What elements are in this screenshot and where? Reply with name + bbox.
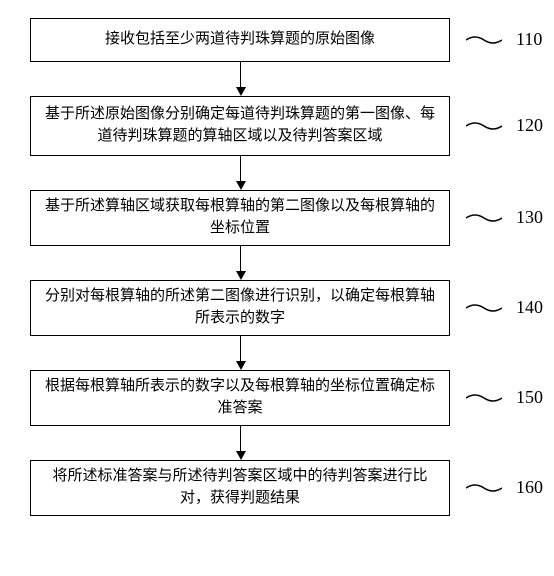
step-120: 基于所述原始图像分别确定每道待判珠算题的第一图像、每道待判珠算题的算轴区域以及待…: [30, 96, 450, 156]
arrow-head-110: [236, 87, 246, 96]
arrow-line-130: [240, 246, 241, 271]
step-label-150: 150: [516, 387, 543, 408]
step-text: 根据每根算轴所表示的数字以及每根算轴的坐标位置确定标准答案: [45, 376, 435, 420]
arrow-head-120: [236, 181, 246, 190]
connector-120: [466, 119, 502, 133]
flowchart-canvas: 接收包括至少两道待判珠算题的原始图像 110 基于所述原始图像分别确定每道待判珠算题…: [0, 0, 554, 576]
step-text: 接收包括至少两道待判珠算题的原始图像: [105, 29, 375, 51]
step-150: 根据每根算轴所表示的数字以及每根算轴的坐标位置确定标准答案: [30, 370, 450, 426]
arrow-head-130: [236, 271, 246, 280]
step-label-110: 110: [516, 29, 542, 50]
connector-140: [466, 301, 502, 315]
arrow-line-120: [240, 156, 241, 181]
connector-130: [466, 211, 502, 225]
step-110: 接收包括至少两道待判珠算题的原始图像: [30, 18, 450, 62]
arrow-head-140: [236, 361, 246, 370]
connector-110: [466, 33, 502, 47]
connector-160: [466, 481, 502, 495]
step-130: 基于所述算轴区域获取每根算轴的第二图像以及每根算轴的坐标位置: [30, 190, 450, 246]
step-160: 将所述标准答案与所述待判答案区域中的待判答案进行比对，获得判题结果: [30, 460, 450, 516]
arrow-head-150: [236, 451, 246, 460]
arrow-line-110: [240, 62, 241, 87]
step-text: 分别对每根算轴的所述第二图像进行识别，以确定每根算轴所表示的数字: [45, 286, 435, 330]
step-label-160: 160: [516, 477, 543, 498]
step-140: 分别对每根算轴的所述第二图像进行识别，以确定每根算轴所表示的数字: [30, 280, 450, 336]
step-text: 将所述标准答案与所述待判答案区域中的待判答案进行比对，获得判题结果: [45, 466, 435, 510]
step-text: 基于所述算轴区域获取每根算轴的第二图像以及每根算轴的坐标位置: [45, 196, 435, 240]
step-label-120: 120: [516, 115, 543, 136]
step-label-130: 130: [516, 207, 543, 228]
connector-150: [466, 391, 502, 405]
arrow-line-140: [240, 336, 241, 361]
arrow-line-150: [240, 426, 241, 451]
step-label-140: 140: [516, 297, 543, 318]
step-text: 基于所述原始图像分别确定每道待判珠算题的第一图像、每道待判珠算题的算轴区域以及待…: [45, 104, 435, 148]
